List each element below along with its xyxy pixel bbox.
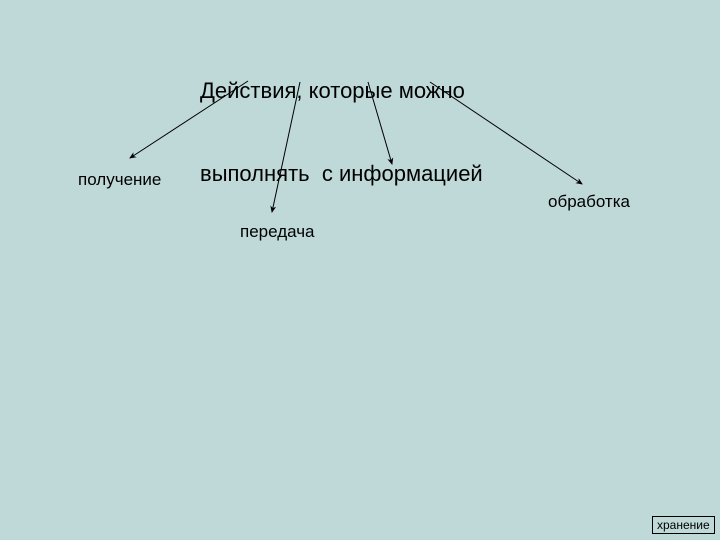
title-line-2: выполнять с информацией (200, 160, 483, 188)
title-line-1: Действия, которые можно (200, 77, 483, 105)
label-peredacha: передача (240, 222, 315, 242)
label-khranenie: хранение (652, 516, 715, 534)
diagram-title: Действия, которые можно выполнять с инфо… (200, 22, 483, 215)
label-poluchenie: получение (78, 170, 161, 190)
label-obrabotka: обработка (548, 192, 630, 212)
